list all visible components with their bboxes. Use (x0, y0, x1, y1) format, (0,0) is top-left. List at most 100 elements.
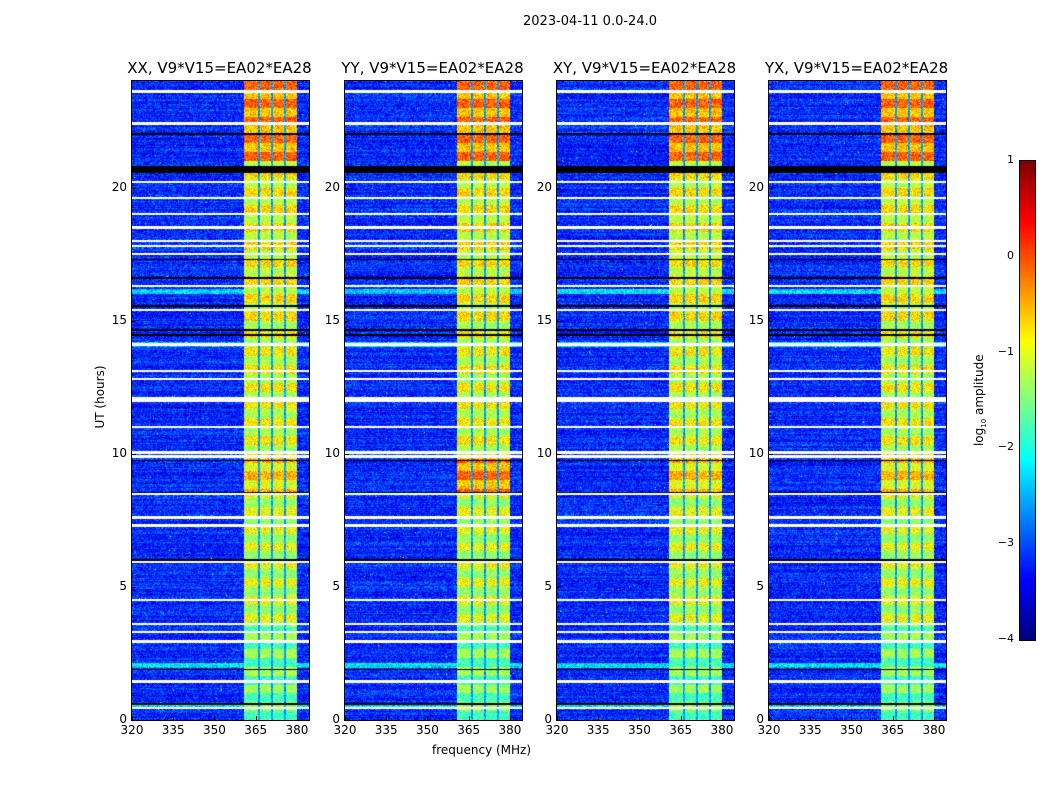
x-tick-label: 335 (798, 723, 822, 737)
x-tick-mark (680, 716, 682, 720)
y-tick-label: 10 (748, 445, 764, 460)
x-tick-mark (173, 716, 175, 720)
y-tick-mark (132, 453, 136, 455)
y-tick-mark (345, 320, 349, 322)
x-tick-mark (386, 716, 388, 720)
y-tick-mark (345, 586, 349, 588)
y-tick-mark (769, 720, 773, 721)
x-tick-mark (810, 716, 812, 720)
x-tick-label: 335 (586, 723, 610, 737)
y-tick-mark (345, 453, 349, 455)
x-tick-label: 335 (374, 723, 398, 737)
x-tick-mark (933, 716, 935, 720)
y-tick-label: 5 (119, 578, 127, 593)
panel-title-yy: YY, V9*V15=EA02*EA28 (341, 59, 524, 77)
heatmap-panel-xy (556, 80, 735, 721)
y-tick-mark (132, 187, 136, 189)
x-tick-mark (851, 716, 853, 720)
heatmap-panel-xx (131, 80, 310, 721)
y-tick-mark (769, 453, 773, 455)
x-tick-label: 350 (840, 723, 863, 737)
y-tick-label: 15 (324, 312, 340, 327)
y-tick-mark (557, 586, 561, 588)
panel-title-xy: XY, V9*V15=EA02*EA28 (552, 59, 737, 77)
x-tick-label: 380 (710, 723, 734, 737)
colorbar-tick-label: −1 (997, 344, 1014, 358)
figure-title: 2023-04-11 0.0-24.0 (523, 14, 657, 29)
x-tick-mark (255, 716, 257, 720)
y-tick-mark (132, 320, 136, 322)
heatmap-image (557, 81, 734, 720)
x-tick-label: 380 (922, 723, 946, 737)
y-tick-label: 0 (119, 712, 127, 726)
x-tick-mark (214, 716, 216, 720)
y-tick-label: 20 (324, 179, 340, 194)
y-tick-label: 20 (536, 179, 552, 194)
x-tick-mark (892, 716, 894, 720)
x-tick-label: 320 (333, 723, 357, 737)
y-tick-label: 20 (111, 179, 127, 194)
y-tick-label: 5 (544, 578, 552, 593)
y-tick-label: 15 (536, 312, 552, 327)
heatmap-image (132, 81, 309, 720)
y-tick-mark (345, 187, 349, 189)
y-tick-mark (769, 320, 773, 322)
y-tick-mark (132, 720, 136, 721)
panel-title-yx: YX, V9*V15=EA02*EA28 (764, 59, 949, 77)
y-tick-mark (557, 320, 561, 322)
colorbar-tick-label: −2 (997, 440, 1014, 454)
y-tick-mark (557, 720, 561, 721)
x-tick-label: 320 (120, 723, 144, 737)
x-tick-mark (598, 716, 600, 720)
x-tick-mark (509, 716, 511, 720)
x-tick-mark (721, 716, 723, 720)
x-tick-mark (557, 716, 558, 720)
x-tick-label: 365 (881, 723, 905, 737)
colorbar-tick-label: −3 (997, 536, 1014, 550)
x-tick-label: 380 (285, 723, 309, 737)
y-tick-label: 0 (332, 712, 340, 726)
y-tick-mark (769, 187, 773, 189)
y-tick-label: 10 (536, 445, 552, 460)
x-tick-mark (427, 716, 429, 720)
y-tick-label: 10 (324, 445, 340, 460)
colorbar-tick-label: −4 (997, 632, 1014, 645)
y-axis-label: UT (hours) (93, 365, 107, 429)
colorbar-tick-label: 1 (1007, 153, 1014, 166)
x-tick-mark (769, 716, 770, 720)
heatmap-panel-yx (768, 80, 947, 721)
y-tick-label: 5 (332, 578, 340, 593)
x-tick-label: 365 (244, 723, 268, 737)
x-tick-label: 335 (161, 723, 185, 737)
colorbar (1019, 160, 1036, 641)
y-tick-mark (557, 187, 561, 189)
x-tick-label: 320 (545, 723, 569, 737)
x-tick-label: 365 (669, 723, 693, 737)
heatmap-panel-yy (344, 80, 523, 721)
x-tick-label: 350 (416, 723, 439, 737)
y-tick-mark (557, 453, 561, 455)
y-tick-label: 0 (544, 712, 552, 726)
y-tick-label: 0 (756, 712, 764, 726)
x-tick-mark (639, 716, 641, 720)
x-tick-label: 350 (203, 723, 226, 737)
y-tick-mark (132, 586, 136, 588)
colorbar-tick-label: 0 (1007, 248, 1014, 262)
panel-title-xx: XX, V9*V15=EA02*EA28 (127, 59, 312, 77)
x-tick-mark (296, 716, 298, 720)
x-tick-mark (345, 716, 346, 720)
y-tick-mark (345, 720, 349, 721)
y-tick-label: 5 (756, 578, 764, 593)
y-tick-label: 10 (111, 445, 127, 460)
x-tick-mark (468, 716, 470, 720)
colorbar-label: log10 amplitude (971, 354, 989, 447)
x-axis-label: frequency (MHz) (432, 743, 532, 757)
x-tick-label: 350 (628, 723, 651, 737)
y-tick-mark (769, 586, 773, 588)
heatmap-image (345, 81, 522, 720)
x-tick-label: 380 (498, 723, 522, 737)
x-tick-mark (132, 716, 133, 720)
y-tick-label: 15 (748, 312, 764, 327)
y-tick-label: 20 (748, 179, 764, 194)
